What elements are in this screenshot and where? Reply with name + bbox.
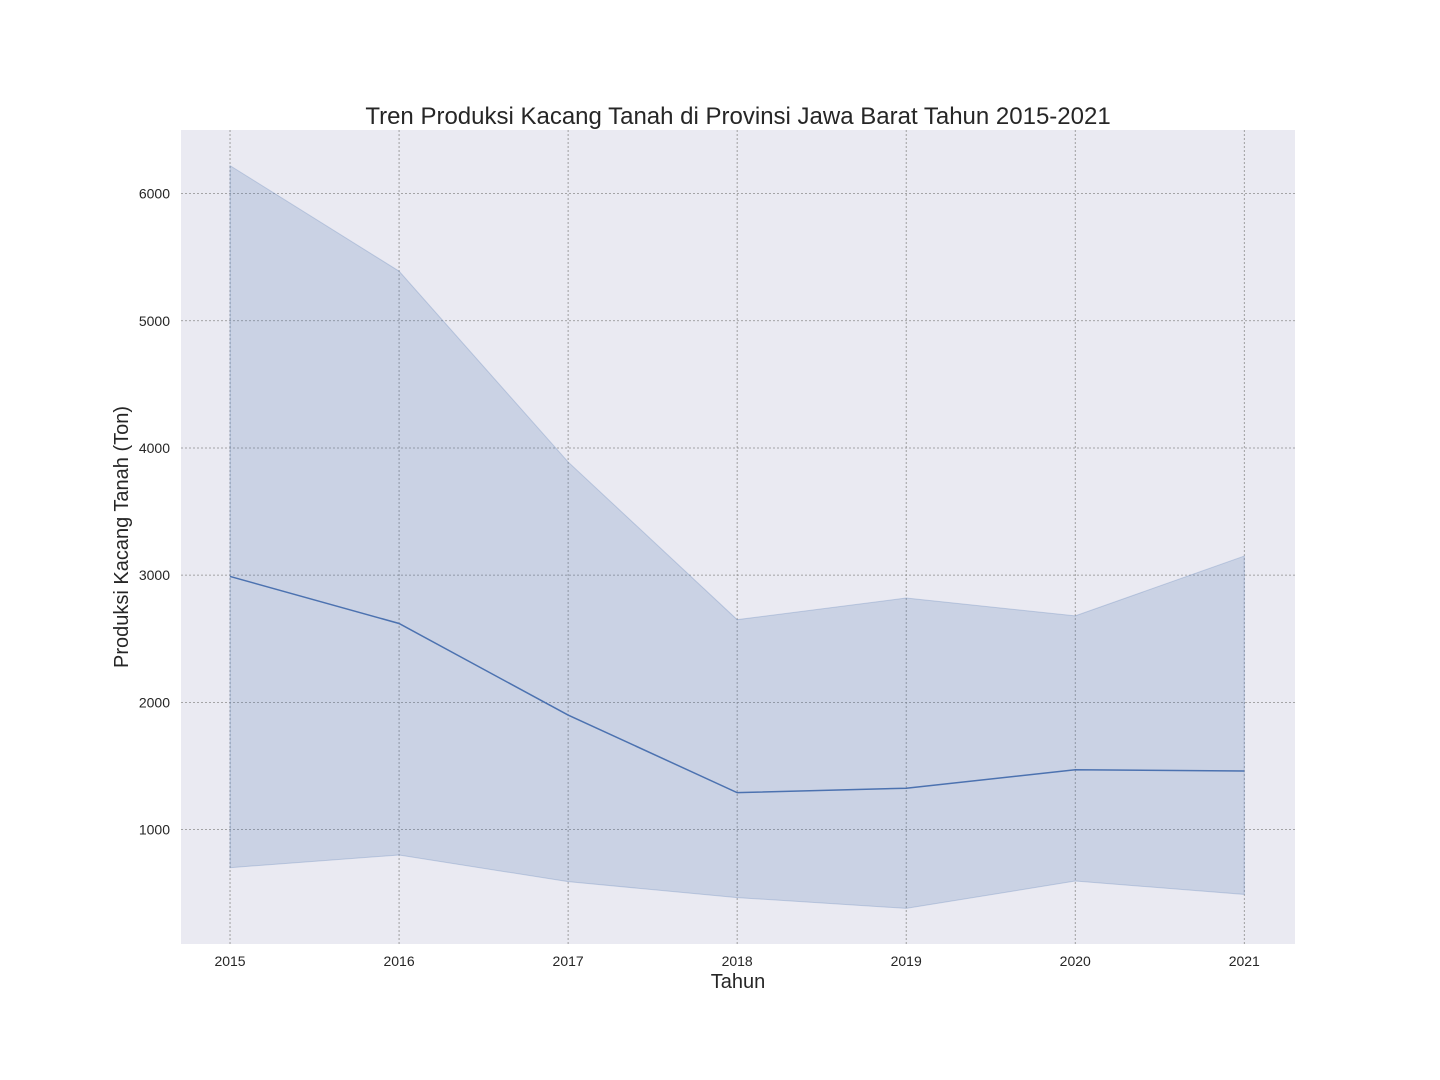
confidence-bands [229,164,1245,909]
series-lines [229,575,1245,794]
x-tick-label: 2017 [553,953,584,969]
x-tick-label: 2021 [1229,953,1260,969]
x-axis-label: Tahun [711,971,766,993]
confidence-band [229,164,1245,909]
x-tick-label: 2015 [214,953,245,969]
y-tick-label: 5000 [139,313,170,329]
y-tick-label: 4000 [139,440,170,456]
y-axis-label: Produksi Kacang Tanah (Ton) [111,406,133,668]
y-tick-label: 1000 [139,822,170,838]
y-tick-label: 2000 [139,694,170,710]
grid-lines [181,130,1295,944]
y-tick-label: 3000 [139,567,170,583]
x-tick-label: 2018 [722,953,753,969]
y-tick-label: 6000 [139,186,170,202]
x-tick-label: 2019 [891,953,922,969]
x-axis-ticks: 2015 2016 2017 2018 2019 2020 2021 [214,953,1260,969]
x-tick-label: 2016 [383,953,414,969]
plot-area [181,130,1295,944]
y-axis-ticks: 1000 2000 3000 4000 5000 6000 [139,186,170,838]
x-tick-label: 2020 [1060,953,1091,969]
chart-title: Tren Produksi Kacang Tanah di Provinsi J… [365,103,1110,130]
